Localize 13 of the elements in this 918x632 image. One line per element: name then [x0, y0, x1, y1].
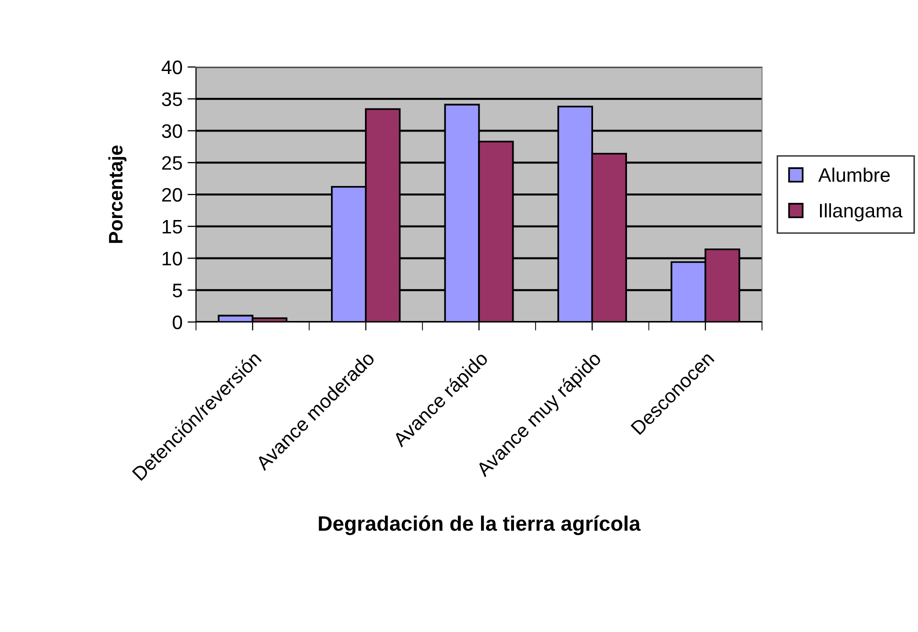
- y-tick-label: 20: [162, 188, 182, 202]
- y-tick-label: 15: [162, 220, 182, 234]
- y-axis-title: Porcentaje: [108, 145, 126, 243]
- y-tick-label: 10: [162, 252, 182, 266]
- y-tick-label: 40: [162, 60, 182, 74]
- x-axis-title: Degradación de la tierra agrícola: [318, 515, 641, 536]
- y-tick-label: 25: [162, 156, 182, 170]
- legend-label: Alumbre: [818, 168, 890, 182]
- legend-label: Illangama: [820, 203, 903, 222]
- y-tick-label: 5: [172, 284, 182, 298]
- y-tick-label: 35: [162, 92, 182, 106]
- y-tick-label: 0: [172, 315, 182, 330]
- y-tick-label: 30: [162, 124, 182, 138]
